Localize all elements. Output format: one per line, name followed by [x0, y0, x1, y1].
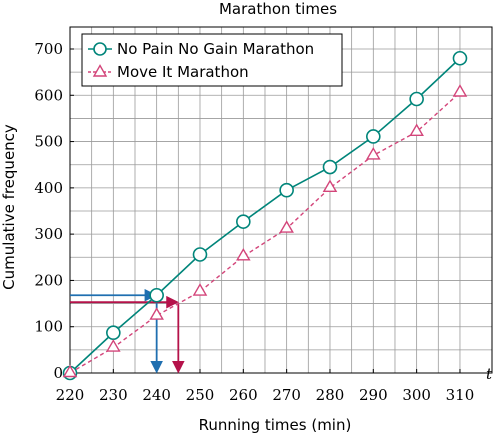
data-point-circle — [410, 92, 423, 105]
legend: No Pain No Gain Marathon Move It Maratho… — [82, 34, 342, 86]
legend-label-no-pain: No Pain No Gain Marathon — [117, 40, 314, 58]
y-tick-label: 0 — [53, 364, 63, 382]
y-tick-label: 300 — [34, 225, 63, 243]
data-point-triangle — [324, 181, 336, 192]
data-point-circle — [323, 161, 336, 174]
data-point-circle — [107, 326, 120, 339]
x-tick-label: 250 — [186, 386, 215, 404]
y-axis-ticks: 0 100 200 300 400 500 600 700 — [34, 40, 74, 382]
data-point-circle — [367, 130, 380, 143]
x-tick-label: 240 — [142, 386, 171, 404]
chart-title: Marathon times — [219, 0, 337, 18]
data-point-triangle — [454, 86, 466, 97]
x-tick-label: 290 — [359, 386, 388, 404]
x-tick-label: 300 — [402, 386, 431, 404]
x-axis-label: Running times (min) — [199, 416, 352, 434]
data-point-triangle — [237, 249, 249, 259]
data-point-circle — [150, 289, 163, 302]
data-point-triangle — [107, 341, 119, 352]
y-tick-label: 700 — [34, 40, 63, 58]
annotation-arrows — [70, 295, 178, 371]
y-axis-label: Cumulative frequency — [0, 124, 18, 290]
legend-label-move-it: Move It Marathon — [117, 63, 249, 81]
x-tick-label: 310 — [446, 386, 475, 404]
x-tick-label: 260 — [229, 386, 258, 404]
y-tick-label: 500 — [34, 133, 63, 151]
x-variable-label: t — [486, 365, 493, 383]
x-axis-ticks: 220 230 240 250 260 270 280 290 300 310 — [56, 369, 475, 404]
y-tick-label: 400 — [34, 179, 63, 197]
y-tick-label: 200 — [34, 271, 63, 289]
y-tick-label: 100 — [34, 318, 63, 336]
x-tick-label: 280 — [316, 386, 345, 404]
data-point-circle — [193, 248, 206, 261]
data-point-triangle — [411, 125, 423, 136]
x-tick-label: 270 — [272, 386, 301, 404]
data-point-triangle — [281, 222, 293, 233]
y-tick-label: 600 — [34, 86, 63, 104]
legend-marker-circle — [94, 43, 106, 55]
data-point-triangle — [194, 285, 206, 296]
x-tick-label: 230 — [99, 386, 128, 404]
x-tick-label: 220 — [56, 386, 85, 404]
data-point-circle — [453, 52, 466, 65]
data-point-circle — [237, 215, 250, 228]
data-point-circle — [280, 184, 293, 197]
